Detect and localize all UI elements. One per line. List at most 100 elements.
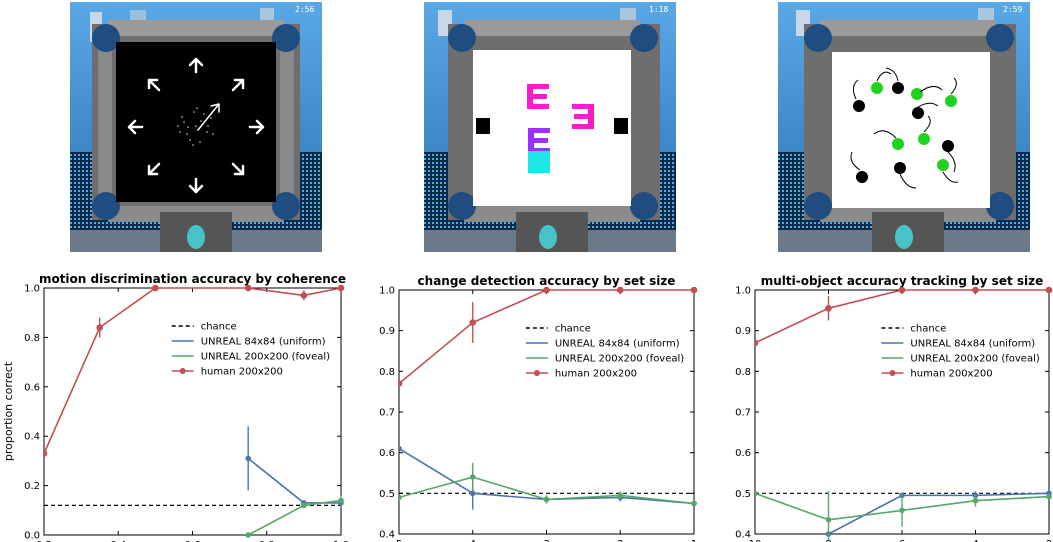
chart-title: motion discrimination accuracy by cohere… <box>39 272 346 286</box>
data-point-uniform <box>245 455 251 462</box>
series-line-uniform <box>399 447 695 505</box>
y-tick-label: 0.7 <box>735 408 751 419</box>
legend-label-chance: chance <box>910 324 946 335</box>
series-line-uniform <box>247 457 341 504</box>
data-point-human <box>300 292 308 299</box>
y-tick-label: 1.0 <box>24 284 40 295</box>
data-point-foveal <box>338 497 344 504</box>
scene-motion-discrimination: 2:56 <box>70 2 322 252</box>
series-line-human <box>755 289 1049 344</box>
data-point-foveal <box>825 516 832 523</box>
data-point-foveal <box>245 532 251 538</box>
plot-area <box>44 284 345 538</box>
data-point-foveal <box>972 497 979 504</box>
y-tick-label: 0.6 <box>24 382 40 393</box>
data-point-uniform <box>469 490 476 497</box>
legend-label-human: human 200x200 <box>555 369 637 380</box>
x-tick-label: 1 <box>691 539 697 542</box>
y-tick-label: 0.6 <box>735 448 751 459</box>
plot-area <box>755 286 1053 540</box>
legend-marker-human <box>889 370 896 376</box>
data-point-human <box>825 305 832 312</box>
x-tick-label: 1.0 <box>333 540 349 542</box>
timer-text: 2:56 <box>295 5 314 14</box>
chart-motion-discrimination: motion discrimination accuracy by cohere… <box>0 268 350 542</box>
legend-marker-human <box>179 368 186 374</box>
data-point-human <box>337 284 345 292</box>
x-tick-label: 2 <box>1046 539 1052 542</box>
chart-multi-object-tracking: multi-object accuracy tracking by set si… <box>708 268 1053 542</box>
legend-label-uniform: UNREAL 84x84 (uniform) <box>910 339 1035 350</box>
data-point-uniform <box>399 445 402 452</box>
x-tick-label: 2 <box>617 539 623 542</box>
data-point-foveal <box>617 492 624 499</box>
data-point-human <box>469 319 477 326</box>
data-point-human <box>399 380 403 387</box>
y-tick-label: 1.0 <box>379 286 395 297</box>
y-tick-label: 0.4 <box>24 432 40 443</box>
y-tick-label: 0.2 <box>24 481 40 492</box>
plot-area <box>399 286 698 510</box>
series-line-human <box>399 289 694 385</box>
legend-label-foveal: UNREAL 200x200 (foveal) <box>201 352 330 363</box>
chart-svg: change detection accuracy by set size 5 4 3… <box>379 274 698 542</box>
y-tick-label: 0.7 <box>379 408 395 419</box>
chart-svg: multi-object accuracy tracking by set si… <box>735 274 1053 542</box>
series-line-uniform <box>828 492 1050 535</box>
x-tick-label: 10 <box>749 539 762 542</box>
legend-label-chance: chance <box>555 324 591 335</box>
data-point-human <box>898 286 906 294</box>
scene-change-detection: 1:18 <box>424 2 676 252</box>
data-point-human <box>972 286 979 294</box>
y-tick-label: 0.9 <box>735 326 751 337</box>
x-tick-label: 5 <box>396 539 402 542</box>
legend-label-human: human 200x200 <box>910 369 992 380</box>
y-axis-label: proportion correct <box>2 361 15 461</box>
data-point-foveal <box>755 490 758 497</box>
data-point-foveal <box>899 507 905 514</box>
data-point-human <box>96 324 103 331</box>
legend-label-human: human 200x200 <box>201 367 283 378</box>
legend-marker-human <box>533 370 540 376</box>
legend-label-uniform: UNREAL 84x84 (uniform) <box>555 339 680 350</box>
data-point-foveal <box>543 496 550 503</box>
timer-text: 2:59 <box>1003 5 1022 14</box>
data-point-human <box>690 286 698 294</box>
data-point-human <box>44 450 48 457</box>
data-point-foveal <box>399 494 402 501</box>
data-point-foveal <box>1046 493 1052 500</box>
y-tick-label: 0.4 <box>379 530 395 541</box>
x-tick-label: 0.8 <box>259 540 275 542</box>
x-tick-label: 0.4 <box>110 540 126 542</box>
data-point-human <box>755 339 759 347</box>
data-point-foveal <box>691 500 697 507</box>
chart-title: multi-object accuracy tracking by set si… <box>761 274 1044 288</box>
legend-label-uniform: UNREAL 84x84 (uniform) <box>201 337 326 348</box>
data-point-human <box>152 284 159 292</box>
chart-change-detection: change detection accuracy by set size 5 4 3… <box>355 268 700 542</box>
y-tick-label: 0.8 <box>379 367 395 378</box>
x-tick-label: 3 <box>543 539 549 542</box>
x-tick-label: 8 <box>825 539 831 542</box>
x-tick-label: 4 <box>470 539 476 542</box>
legend-label-foveal: UNREAL 200x200 (foveal) <box>910 354 1039 365</box>
legend-label-foveal: UNREAL 200x200 (foveal) <box>555 354 684 365</box>
x-tick-label: 6 <box>899 539 905 542</box>
data-point-foveal <box>301 502 307 509</box>
data-point-foveal <box>469 474 476 480</box>
legend-label-chance: chance <box>201 322 237 333</box>
y-tick-label: 0.5 <box>379 489 395 500</box>
chart-title: change detection accuracy by set size <box>418 274 676 288</box>
y-tick-label: 0.4 <box>735 530 751 541</box>
timer-text: 1:18 <box>649 5 668 14</box>
data-point-human <box>1045 286 1053 294</box>
y-tick-label: 0.8 <box>24 333 40 344</box>
y-tick-label: 1.0 <box>735 286 751 297</box>
data-point-human <box>543 286 550 294</box>
y-tick-label: 0.5 <box>735 489 751 500</box>
scene-multi-object-tracking: 2:59 <box>778 2 1030 252</box>
data-point-human <box>244 284 252 292</box>
x-tick-label: 0.6 <box>185 540 201 542</box>
y-tick-label: 0.9 <box>379 326 395 337</box>
x-tick-label: 4 <box>972 539 978 542</box>
